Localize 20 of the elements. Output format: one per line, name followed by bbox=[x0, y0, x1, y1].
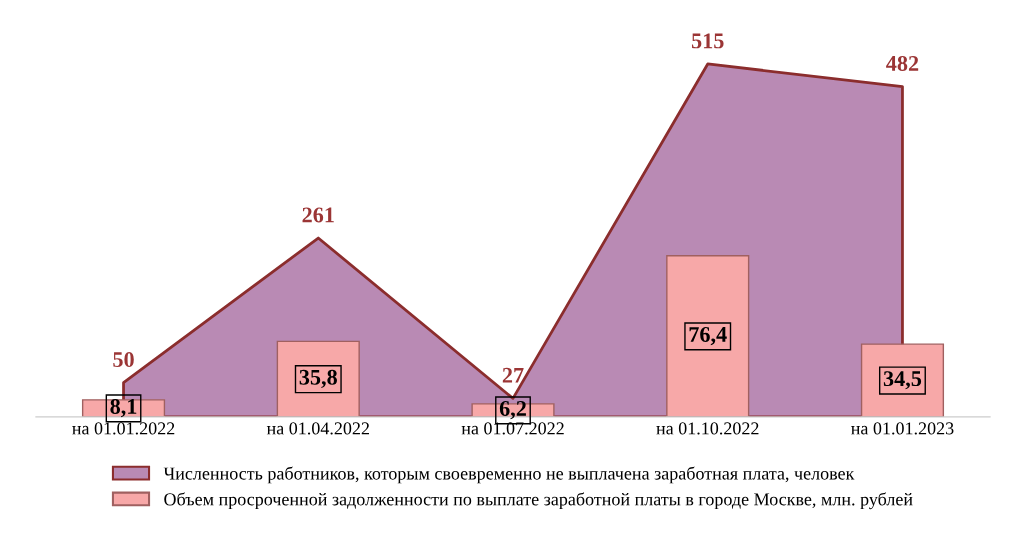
data-label: 76,4 bbox=[689, 326, 727, 346]
data-label: 261 bbox=[302, 207, 334, 223]
legend-label: Объем просроченной задолженности по выплате заработной платы в городе Москве, млн. рублей bbox=[164, 492, 913, 510]
data-label: 35,8 bbox=[299, 369, 337, 388]
data-label: 6,2 bbox=[499, 401, 526, 420]
x-tick-label: на 01.01.2023 bbox=[851, 422, 954, 435]
data-label: 482 bbox=[886, 55, 919, 71]
data-label: 8,1 bbox=[110, 398, 137, 418]
legend-label: Численность работников, которым своевременно не выплачена заработная плата, человек bbox=[163, 466, 855, 484]
data-label: 515 bbox=[691, 33, 724, 49]
bar bbox=[860, 343, 945, 417]
data-label: 34,5 bbox=[883, 371, 922, 390]
x-tick-label: на 01.07.2022 bbox=[461, 422, 564, 435]
x-tick-label: на 01.04.2022 bbox=[266, 422, 369, 435]
data-label: 50 bbox=[113, 352, 134, 368]
bar bbox=[276, 340, 360, 417]
x-tick-label: на 01.10.2022 bbox=[656, 422, 759, 435]
data-label: 27 bbox=[502, 367, 524, 383]
x-tick-label: на 01.01.2022 bbox=[72, 422, 175, 435]
bar bbox=[666, 255, 750, 417]
